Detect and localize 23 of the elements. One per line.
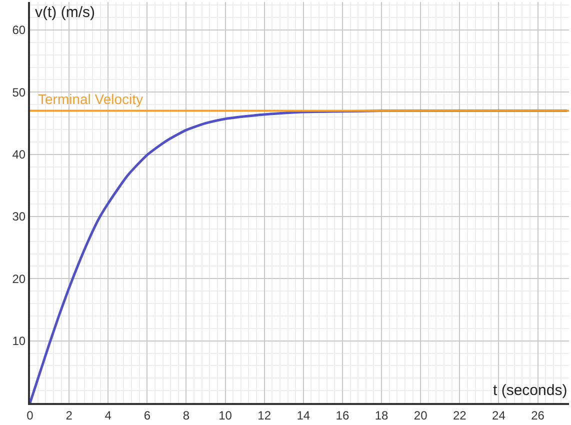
- y-tick-label: 30: [12, 210, 26, 224]
- y-tick-label: 10: [12, 334, 26, 348]
- x-tick-label: 26: [531, 408, 545, 422]
- x-tick-label: 6: [144, 408, 151, 422]
- x-tick-label: 14: [296, 408, 310, 422]
- y-tick-label: 20: [12, 272, 26, 286]
- y-tick-label: 60: [12, 23, 26, 38]
- x-tick-label: 24: [492, 408, 506, 422]
- y-axis-title: v(t) (m/s): [35, 4, 95, 21]
- ref-line-label: Terminal Velocity: [38, 91, 144, 107]
- x-tick-label: 18: [374, 408, 389, 422]
- x-tick-label: 22: [452, 408, 467, 422]
- y-tick-label: 50: [12, 85, 26, 100]
- y-tick-label: 40: [12, 148, 26, 162]
- x-tick-label: 20: [414, 408, 428, 422]
- x-tick-label: 8: [182, 408, 190, 422]
- x-tick-label: 4: [104, 408, 112, 422]
- x-tick-label: 0: [26, 408, 34, 422]
- x-tick-label: 16: [336, 408, 350, 422]
- x-axis-title: t (seconds): [493, 382, 568, 399]
- x-tick-label: 10: [218, 408, 232, 422]
- x-tick-label: 12: [258, 408, 272, 422]
- x-tick-label: 2: [66, 408, 73, 422]
